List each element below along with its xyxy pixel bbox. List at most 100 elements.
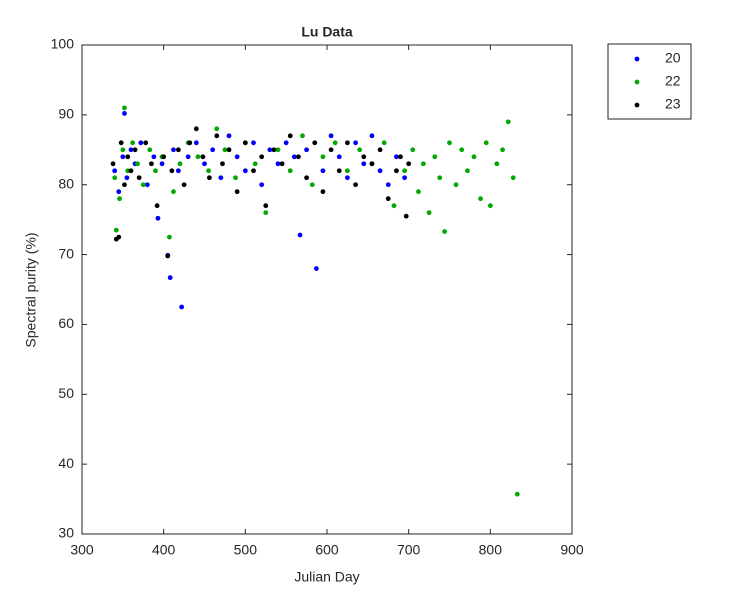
scatter-point bbox=[267, 147, 273, 153]
scatter-point bbox=[177, 161, 183, 167]
scatter-point bbox=[361, 154, 367, 160]
scatter-point bbox=[155, 215, 161, 221]
scatter-point bbox=[185, 154, 191, 160]
legend-label: 22 bbox=[665, 73, 681, 89]
y-tick-label: 70 bbox=[58, 245, 74, 261]
scatter-point bbox=[206, 168, 211, 174]
scatter-point bbox=[336, 154, 342, 160]
scatter-point bbox=[202, 161, 207, 167]
y-tick-label: 50 bbox=[58, 385, 74, 401]
scatter-point bbox=[394, 168, 399, 174]
scatter-point bbox=[320, 168, 326, 174]
scatter-point bbox=[394, 154, 399, 160]
scatter-point bbox=[136, 175, 142, 181]
scatter-point bbox=[169, 168, 175, 174]
legend-box bbox=[607, 43, 692, 120]
scatter-point bbox=[159, 161, 165, 167]
y-tick-label: 40 bbox=[58, 455, 74, 471]
legend-marker bbox=[634, 102, 640, 108]
scatter-point bbox=[234, 154, 240, 160]
scatter-point bbox=[309, 182, 315, 188]
scatter-point bbox=[406, 161, 412, 167]
scatter-point bbox=[442, 229, 447, 234]
scatter-point bbox=[328, 147, 334, 153]
scatter-point bbox=[122, 111, 127, 116]
scatter-point bbox=[403, 213, 409, 219]
scatter-point bbox=[385, 196, 391, 202]
scatter-point bbox=[117, 196, 122, 202]
scatter-point bbox=[195, 154, 201, 160]
y-tick-label: 80 bbox=[58, 175, 74, 191]
scatter-point bbox=[385, 182, 391, 188]
scatter-point bbox=[193, 140, 199, 146]
scatter-point bbox=[259, 154, 265, 160]
scatter-point bbox=[171, 189, 176, 195]
scatter-point bbox=[153, 168, 158, 174]
plot-area bbox=[81, 44, 573, 535]
scatter-point bbox=[132, 147, 138, 153]
scatter-point bbox=[154, 203, 160, 209]
scatter-point bbox=[120, 147, 126, 153]
scatter-point bbox=[242, 168, 248, 174]
scatter-point bbox=[465, 168, 470, 174]
scatter-point bbox=[312, 140, 318, 146]
scatter-point bbox=[304, 147, 309, 153]
scatter-point bbox=[175, 168, 181, 174]
y-tick-label: 100 bbox=[51, 36, 75, 52]
scatter-point bbox=[279, 161, 285, 167]
scatter-point bbox=[357, 147, 363, 153]
y-tick-label: 30 bbox=[58, 525, 74, 541]
x-tick-label: 300 bbox=[70, 542, 94, 558]
legend-marker bbox=[634, 56, 640, 62]
scatter-point bbox=[287, 168, 293, 174]
scatter-point bbox=[437, 175, 443, 181]
legend-marker bbox=[634, 79, 640, 85]
scatter-point bbox=[167, 275, 173, 281]
scatter-point bbox=[233, 175, 238, 181]
scatter-point bbox=[220, 161, 225, 167]
scatter-point bbox=[328, 133, 334, 139]
x-tick-label: 700 bbox=[397, 542, 421, 558]
scatter-point bbox=[179, 304, 185, 310]
scatter-point bbox=[453, 182, 459, 188]
scatter-point bbox=[514, 491, 520, 497]
scatter-point bbox=[391, 203, 397, 209]
scatter-point bbox=[187, 140, 193, 146]
x-tick-label: 500 bbox=[234, 542, 258, 558]
scatter-point bbox=[149, 161, 154, 167]
scatter-point bbox=[283, 140, 289, 146]
scatter-point bbox=[459, 147, 465, 153]
scatter-point bbox=[345, 175, 350, 181]
scatter-point bbox=[297, 232, 303, 238]
scatter-point bbox=[377, 147, 383, 153]
scatter-point bbox=[234, 189, 240, 195]
scatter-point bbox=[263, 210, 269, 216]
x-tick-label: 400 bbox=[152, 542, 176, 558]
scatter-point bbox=[320, 189, 326, 195]
scatter-point bbox=[175, 147, 181, 153]
scatter-point bbox=[353, 140, 358, 146]
scatter-point bbox=[402, 175, 407, 181]
scatter-point bbox=[487, 203, 493, 209]
x-tick-label: 800 bbox=[479, 542, 503, 558]
scatter-point bbox=[138, 140, 144, 146]
scatter-point bbox=[432, 154, 438, 160]
scatter-point bbox=[226, 147, 232, 153]
scatter-point bbox=[214, 133, 220, 139]
scatter-point bbox=[200, 154, 206, 160]
scatter-point bbox=[304, 175, 309, 181]
scatter-point bbox=[210, 147, 216, 153]
x-tick-label: 900 bbox=[560, 542, 584, 558]
scatter-point bbox=[112, 175, 118, 181]
scatter-point bbox=[510, 175, 516, 181]
scatter-point bbox=[275, 147, 281, 153]
scatter-point bbox=[398, 154, 403, 160]
scatter-point bbox=[263, 203, 269, 209]
scatter-point bbox=[410, 147, 416, 153]
scatter-point bbox=[313, 266, 319, 271]
scatter-point bbox=[125, 154, 131, 160]
scatter-point bbox=[110, 161, 116, 167]
scatter-point bbox=[402, 168, 407, 174]
scatter-point bbox=[128, 147, 134, 153]
scatter-point bbox=[447, 140, 452, 146]
